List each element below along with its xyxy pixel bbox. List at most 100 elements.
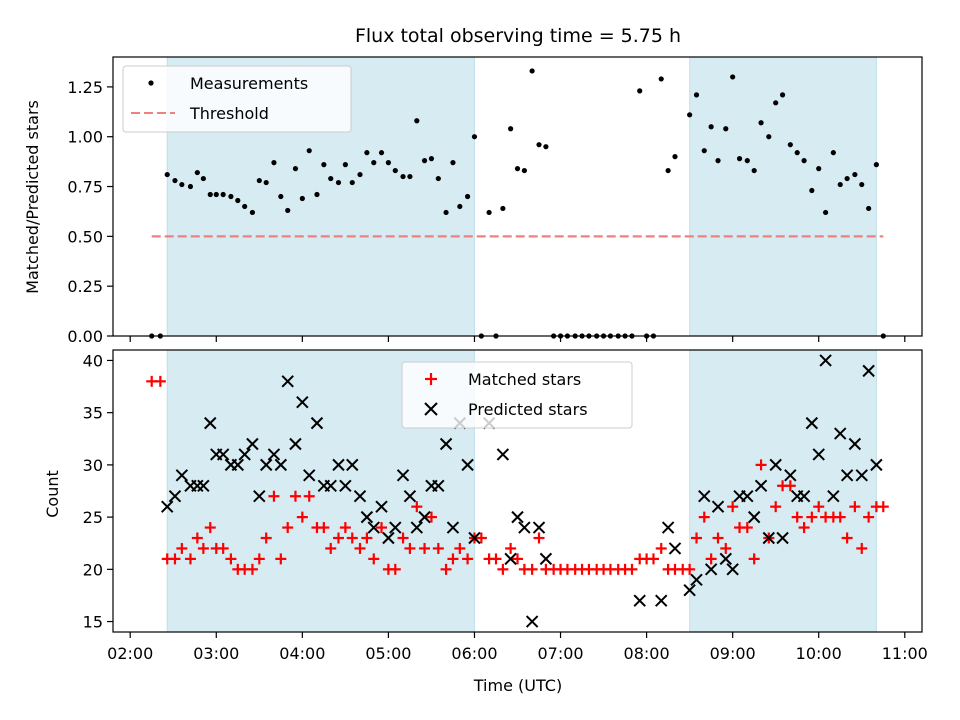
predicted-stars-point — [204, 416, 217, 430]
predicted-stars-point — [259, 458, 273, 472]
predicted-stars-point — [683, 584, 696, 597]
predicted-stars-point — [754, 479, 768, 492]
x-tick-label: 05:00 — [365, 644, 411, 663]
y-tick-label: 40 — [83, 351, 103, 370]
predicted-stars-point — [762, 531, 776, 545]
measurement-point — [200, 175, 206, 182]
bottom-x-ticks: 02:00 03:00 04:00 05:00 06:00 07:00 08:00 09:00… — [107, 632, 928, 663]
matched-stars-point — [698, 511, 710, 523]
predicted-stars-point — [439, 437, 453, 451]
top-panel: Flux total observing time = 5.75 h Match… — [23, 25, 923, 346]
matched-stars-point — [154, 375, 166, 387]
predicted-stars-point — [468, 531, 481, 545]
matched-stars-point — [204, 522, 216, 534]
measurement-point — [220, 191, 226, 198]
predicted-stars-point — [161, 500, 174, 513]
bottom-axes-frame — [112, 349, 923, 633]
matched-stars-point — [727, 501, 739, 513]
measurement-point — [299, 195, 305, 202]
measurement-point — [521, 167, 527, 174]
x-tick-label: 04:00 — [279, 644, 325, 663]
matched-stars-point — [419, 542, 431, 554]
predicted-stars-point — [532, 521, 546, 534]
legend-marker-measurements — [148, 80, 154, 86]
measurement-point — [779, 92, 786, 98]
measurement-point — [723, 126, 729, 132]
measurement-point — [414, 118, 420, 124]
predicted-stars-point — [797, 490, 811, 503]
predicted-stars-point — [339, 479, 352, 492]
measurement-point — [400, 173, 406, 180]
measurement-point — [816, 166, 822, 172]
predicted-stars-point — [238, 448, 251, 461]
predicted-stars-point — [296, 396, 309, 409]
measurement-point — [194, 169, 200, 176]
measurement-point — [435, 175, 441, 182]
predicted-stars-point — [711, 500, 725, 513]
x-tick-label: 10:00 — [796, 644, 842, 663]
legend-label-matched: Matched stars — [468, 370, 581, 389]
y-tick-label: 1.00 — [67, 128, 103, 147]
matched-stars-point — [397, 532, 409, 544]
predicted-stars-point — [446, 521, 460, 534]
matched-stars-point — [712, 532, 724, 544]
measurement-point — [766, 134, 772, 140]
matched-stars-point — [462, 553, 474, 565]
matched-stars-point — [791, 511, 803, 523]
predicted-stars-point — [661, 521, 675, 534]
measurement-point — [693, 92, 700, 98]
predicted-stars-point — [281, 375, 294, 388]
measurement-point — [187, 183, 194, 190]
matched-stars-point — [784, 480, 796, 492]
measurement-point — [543, 144, 549, 150]
measurement-point — [371, 160, 377, 166]
predicted-stars-point — [289, 437, 302, 451]
measurement-point — [428, 156, 435, 162]
matched-stars-point — [318, 522, 330, 534]
predicted-stars-point — [834, 427, 847, 440]
measurement-point — [278, 193, 284, 200]
measurement-point — [665, 167, 671, 174]
predicted-stars-point — [511, 510, 524, 524]
top-legend-box — [122, 65, 352, 133]
predicted-stars-point — [504, 552, 517, 566]
predicted-stars-point — [690, 573, 703, 586]
matched-stars-point — [533, 532, 545, 544]
measurement-point — [450, 160, 456, 166]
predicted-stars-point — [324, 479, 337, 492]
predicted-stars-point — [389, 521, 402, 534]
matched-stars-point — [296, 511, 308, 523]
measurement-point — [873, 162, 879, 168]
measurement-point — [787, 142, 793, 148]
measurement-point — [207, 191, 213, 198]
measurement-point — [364, 150, 370, 156]
measurement-point — [321, 162, 327, 168]
matched-stars-point — [289, 490, 301, 502]
measurement-point — [172, 177, 178, 184]
measurement-point — [672, 154, 678, 160]
y-tick-label: 1.25 — [67, 78, 103, 97]
predicted-stars-point — [332, 458, 345, 472]
predicted-stars-point — [668, 542, 682, 555]
matched-stars-point — [440, 563, 452, 575]
y-tick-label: 0.25 — [67, 277, 103, 296]
measurement-point — [464, 193, 471, 200]
measurement-point — [164, 171, 170, 178]
measurement-point — [844, 175, 850, 182]
measurement-point — [457, 203, 463, 210]
predicted-stars-point — [741, 490, 754, 503]
top-x-ticks — [129, 336, 906, 342]
matched-stars-point — [184, 553, 196, 565]
matched-stars-point — [705, 553, 717, 565]
measurement-point — [385, 160, 392, 166]
x-tick-label: 02:00 — [107, 644, 153, 663]
predicted-stars-point — [855, 469, 868, 482]
predicted-stars-point — [862, 364, 875, 378]
measurement-point — [285, 207, 291, 214]
measurement-point — [708, 124, 714, 130]
measurement-point — [378, 150, 385, 156]
matched-stars-point — [497, 563, 509, 575]
predicted-stars-point — [539, 552, 553, 566]
measurement-point — [471, 134, 478, 140]
